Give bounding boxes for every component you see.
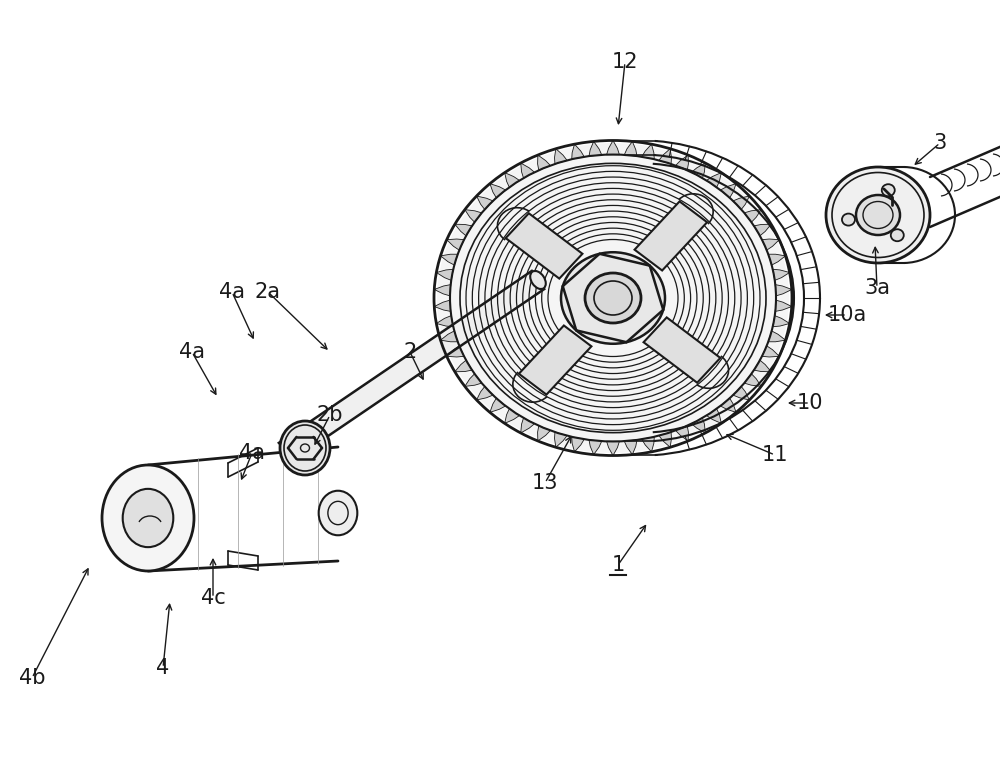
Text: 2b: 2b — [317, 405, 343, 425]
Polygon shape — [768, 254, 785, 265]
Polygon shape — [447, 239, 464, 250]
Polygon shape — [589, 440, 602, 455]
Ellipse shape — [280, 421, 330, 475]
Polygon shape — [676, 155, 688, 170]
Polygon shape — [447, 346, 464, 357]
Polygon shape — [555, 432, 567, 447]
Text: 4a: 4a — [219, 282, 245, 302]
Polygon shape — [441, 331, 458, 342]
Polygon shape — [455, 224, 472, 236]
Polygon shape — [706, 173, 721, 188]
Polygon shape — [720, 398, 736, 412]
Polygon shape — [768, 331, 785, 342]
Text: 13: 13 — [532, 473, 558, 493]
Ellipse shape — [842, 214, 855, 226]
Polygon shape — [477, 196, 493, 209]
Polygon shape — [436, 315, 453, 327]
Text: 4: 4 — [156, 658, 170, 678]
Polygon shape — [642, 144, 654, 159]
Polygon shape — [607, 441, 619, 456]
Polygon shape — [676, 425, 688, 441]
Ellipse shape — [882, 184, 895, 196]
Polygon shape — [624, 440, 637, 455]
Ellipse shape — [856, 195, 900, 235]
Text: 10: 10 — [797, 393, 823, 413]
Polygon shape — [434, 284, 451, 296]
Ellipse shape — [437, 143, 789, 453]
Polygon shape — [441, 254, 458, 265]
Text: 11: 11 — [762, 445, 788, 465]
Polygon shape — [477, 387, 493, 400]
Ellipse shape — [102, 465, 194, 571]
Polygon shape — [465, 374, 482, 387]
Polygon shape — [279, 271, 544, 461]
Ellipse shape — [561, 252, 665, 344]
Polygon shape — [490, 184, 506, 198]
Polygon shape — [754, 360, 771, 372]
Ellipse shape — [530, 271, 546, 289]
Polygon shape — [762, 239, 779, 250]
Text: 4a: 4a — [179, 342, 205, 362]
Ellipse shape — [123, 489, 173, 547]
Polygon shape — [436, 269, 453, 281]
Polygon shape — [521, 418, 535, 433]
Text: 2: 2 — [403, 342, 417, 362]
Polygon shape — [775, 284, 792, 296]
Ellipse shape — [319, 491, 357, 536]
Polygon shape — [773, 315, 790, 327]
Polygon shape — [607, 140, 619, 155]
Polygon shape — [505, 173, 520, 188]
Text: 2a: 2a — [255, 282, 281, 302]
Polygon shape — [589, 141, 602, 156]
Polygon shape — [624, 141, 637, 156]
Text: 1: 1 — [611, 555, 625, 575]
Polygon shape — [538, 425, 550, 441]
Text: 4a: 4a — [239, 443, 265, 463]
Polygon shape — [691, 163, 705, 178]
Polygon shape — [720, 184, 736, 198]
Polygon shape — [538, 155, 550, 170]
Text: 12: 12 — [612, 52, 638, 72]
Ellipse shape — [585, 273, 641, 323]
Polygon shape — [659, 432, 671, 447]
Polygon shape — [519, 326, 591, 394]
Polygon shape — [642, 437, 654, 452]
Polygon shape — [521, 163, 535, 178]
Polygon shape — [644, 318, 720, 383]
Polygon shape — [706, 408, 721, 423]
Ellipse shape — [891, 229, 904, 241]
Polygon shape — [691, 418, 705, 433]
Polygon shape — [505, 408, 520, 423]
Polygon shape — [744, 374, 761, 387]
Ellipse shape — [826, 167, 930, 263]
Polygon shape — [754, 224, 771, 236]
Polygon shape — [572, 437, 584, 452]
Polygon shape — [733, 196, 749, 209]
Polygon shape — [465, 209, 482, 222]
Polygon shape — [555, 149, 567, 164]
Polygon shape — [659, 149, 671, 164]
Polygon shape — [733, 387, 749, 400]
Polygon shape — [775, 300, 792, 312]
Polygon shape — [490, 398, 506, 412]
Text: 4b: 4b — [19, 668, 45, 688]
Text: 3: 3 — [933, 133, 947, 153]
Polygon shape — [762, 346, 779, 357]
Polygon shape — [572, 144, 584, 159]
Polygon shape — [455, 360, 472, 372]
Polygon shape — [635, 202, 707, 270]
Text: 3a: 3a — [864, 278, 890, 298]
Text: 10a: 10a — [827, 305, 867, 325]
Text: 4c: 4c — [201, 588, 225, 608]
Polygon shape — [773, 269, 790, 281]
Polygon shape — [744, 209, 761, 222]
Polygon shape — [434, 300, 451, 312]
Polygon shape — [506, 213, 582, 278]
